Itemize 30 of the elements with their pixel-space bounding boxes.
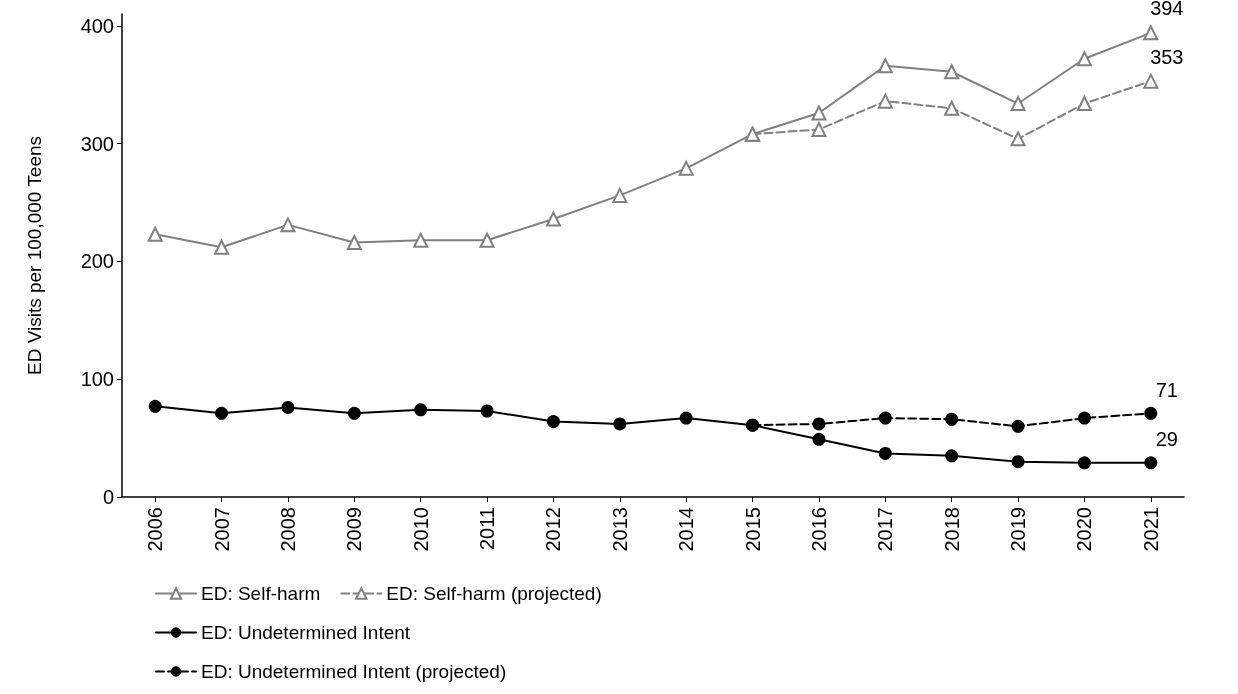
data-label: 71 [1155,378,1178,401]
legend-label: ED: Self-harm (projected) [386,583,602,604]
x-tick-label: 2017 [874,507,897,552]
y-tick-label: 0 [102,486,114,508]
x-tick-label: 2012 [542,507,565,552]
x-tick-label: 2020 [1073,507,1096,552]
y-tick-label: 300 [80,132,114,155]
y-axis-title: ED Visits per 100,000 Teens [24,135,45,376]
x-tick-label: 2011 [476,507,499,551]
x-tick-label: 2013 [608,507,631,552]
legend-label: ED: Undetermined Intent (projected) [201,661,507,682]
data-label: 353 [1150,45,1184,68]
x-tick-label: 2016 [807,507,830,552]
x-tick-label: 2021 [1139,507,1162,552]
data-label: 29 [1155,428,1178,451]
x-tick-label: 2014 [675,507,698,552]
data-label: 394 [1150,0,1184,20]
y-tick-label: 100 [80,368,114,391]
y-tick-label: 200 [80,250,114,273]
x-tick-label: 2019 [1007,507,1030,552]
x-tick-label: 2015 [741,507,764,552]
legend-label: ED: Self-harm [201,583,321,604]
x-tick-label: 2018 [940,507,963,552]
x-tick-label: 2008 [276,507,299,552]
x-tick-label: 2007 [210,507,233,552]
x-tick-label: 2010 [409,507,432,552]
x-tick-label: 2009 [343,507,366,552]
y-tick-label: 400 [80,14,114,37]
legend-label: ED: Undetermined Intent [201,622,411,643]
x-tick-label: 2006 [144,507,167,552]
